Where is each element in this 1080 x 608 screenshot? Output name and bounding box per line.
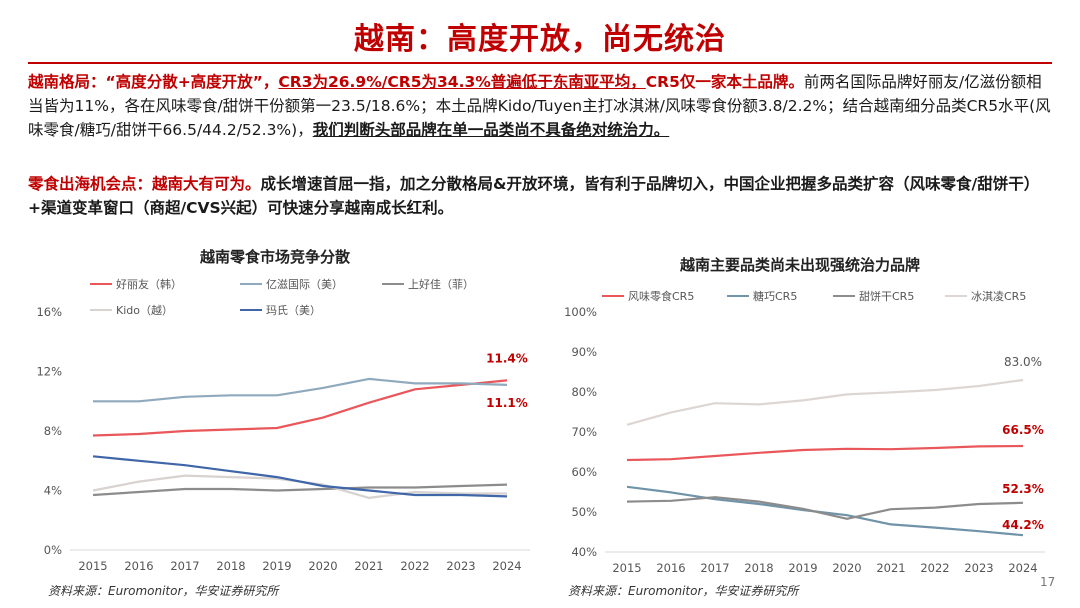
end-value-label: 11.4% <box>486 351 528 365</box>
y-tick-label: 50% <box>571 505 597 519</box>
legend-label-icecream: 冰淇凌CR5 <box>971 290 1027 303</box>
series-line-0 <box>626 444 1024 462</box>
paragraph-landscape: 越南格局：“高度分散+高度开放”，CR3为26.9%/CR5为34.3%普遍低于… <box>28 70 1052 142</box>
x-tick-label: 2017 <box>700 561 729 575</box>
x-tick-label: 2016 <box>656 561 685 575</box>
x-tick-label: 2016 <box>124 559 153 573</box>
legend-label-orion: 好丽友（韩） <box>116 278 182 291</box>
y-tick-label: 80% <box>571 385 597 399</box>
legend-swatch-biscuit <box>833 294 855 298</box>
series-line-0 <box>92 379 508 437</box>
left-chart-title: 越南零食市场竞争分散 <box>199 248 350 266</box>
legend-swatch-mondelez <box>240 282 262 286</box>
legend-swatch-orion <box>90 282 112 286</box>
x-tick-label: 2018 <box>744 561 773 575</box>
x-tick-label: 2019 <box>788 561 817 575</box>
legend-label-biscuit: 甜饼干CR5 <box>859 290 915 303</box>
page-number: 17 <box>1040 575 1056 589</box>
y-tick-label: 70% <box>571 425 597 439</box>
title-divider <box>28 62 1052 64</box>
x-tick-label: 2022 <box>400 559 429 573</box>
legend-label-savory: 风味零食CR5 <box>628 290 695 303</box>
right-line-chart: 40% 50% 60% 70% 80% 90% 100% 2015 2016 2017 2018 20… <box>564 305 1045 575</box>
legend-label-liwayway: 上好佳（菲） <box>408 278 474 291</box>
source-note-left: 资料来源：Euromonitor，华安证券研究所 <box>48 584 279 598</box>
legend-item-liwayway: 上好佳（菲） <box>382 276 474 292</box>
end-value-label: 66.5% <box>1002 423 1044 437</box>
x-tick-label: 2020 <box>308 559 337 573</box>
x-tick-label: 2021 <box>876 561 905 575</box>
y-tick-label: 16% <box>36 305 62 319</box>
para1-lead: 越南格局：“高度分散+高度开放”， <box>28 73 279 91</box>
y-tick-label: 40% <box>571 545 597 559</box>
x-tick-label: 2020 <box>832 561 861 575</box>
end-value-label: 52.3% <box>1002 482 1044 496</box>
series-line-2 <box>626 496 1024 520</box>
legend-label-mars: 玛氏（美） <box>266 304 321 317</box>
legend-item-orion: 好丽友（韩） <box>90 276 182 292</box>
x-tick-label: 2017 <box>170 559 199 573</box>
end-value-label: 11.1% <box>486 396 528 410</box>
series-line-4 <box>92 455 508 498</box>
y-tick-label: 100% <box>564 305 597 319</box>
para1-local-brand: CR5仅一家本土品牌。 <box>645 73 804 91</box>
legend-label-kido: Kido（越） <box>116 304 173 317</box>
x-tick-label: 2018 <box>216 559 245 573</box>
y-tick-label: 0% <box>44 543 62 557</box>
legend-label-mondelez: 亿滋国际（美） <box>266 278 343 291</box>
para2-body: 成长增速首屈一指，加之分散格局&开放环境，皆有利于品牌切入，中国企业把握多品类扩… <box>28 175 1040 217</box>
series-line-2 <box>92 483 508 497</box>
y-tick-label: 12% <box>36 365 62 379</box>
series-line-1 <box>626 485 1024 537</box>
legend-swatch-kido <box>90 308 112 312</box>
x-tick-label: 2015 <box>612 561 641 575</box>
source-note-right: 资料来源：Euromonitor，华安证券研究所 <box>568 584 799 598</box>
right-chart-title: 越南主要品类尚未出现强统治力品牌 <box>679 256 920 274</box>
legend-swatch-icecream <box>945 294 967 298</box>
legend-item-choco: 糖巧CR5 <box>727 288 797 304</box>
end-value-label: 44.2% <box>1002 518 1044 532</box>
x-tick-label: 2019 <box>262 559 291 573</box>
y-tick-label: 60% <box>571 465 597 479</box>
para1-conclusion: 我们判断头部品牌在单一品类尚不具备绝对统治力。 <box>312 121 670 139</box>
legend-swatch-liwayway <box>382 282 404 286</box>
x-tick-label: 2023 <box>964 561 993 575</box>
y-tick-label: 8% <box>44 424 62 438</box>
legend-item-mondelez: 亿滋国际（美） <box>240 276 343 292</box>
para1-cr-stat: CR3为26.9%/CR5为34.3%普遍低于东南亚平均， <box>278 73 646 91</box>
legend-item-savory: 风味零食CR5 <box>602 288 694 304</box>
series-line-3 <box>626 378 1024 426</box>
x-tick-label: 2024 <box>492 559 521 573</box>
legend-item-biscuit: 甜饼干CR5 <box>833 288 914 304</box>
series-line-1 <box>93 377 508 403</box>
para1-body: 前两名国际品牌好丽友/亿滋份额相当皆为11%，各在风味零食/甜饼干份额第一23.… <box>28 73 1051 139</box>
legend-item-kido: Kido（越） <box>90 302 173 318</box>
paragraph-opportunity: 零食出海机会点：越南大有可为。成长增速首屈一指，加之分散格局&开放环境，皆有利于… <box>28 172 1052 220</box>
legend-item-icecream: 冰淇凌CR5 <box>945 288 1026 304</box>
y-tick-label: 4% <box>44 484 62 498</box>
x-tick-label: 2022 <box>920 561 949 575</box>
left-line-chart: 0% 4% 8% 12% 16% 2015 2016 2017 2018 2019 2020 2021… <box>36 305 530 573</box>
page-title: 越南：高度开放，尚无统治 <box>354 22 726 57</box>
y-tick-label: 90% <box>571 345 597 359</box>
legend-swatch-mars <box>240 308 262 312</box>
x-tick-label: 2024 <box>1008 561 1037 575</box>
end-value-label: 83.0% <box>1004 355 1042 369</box>
legend-label-choco: 糖巧CR5 <box>753 290 798 303</box>
x-tick-label: 2021 <box>354 559 383 573</box>
legend-item-mars: 玛氏（美） <box>240 302 321 318</box>
x-tick-label: 2015 <box>78 559 107 573</box>
x-tick-label: 2023 <box>446 559 475 573</box>
legend-swatch-savory <box>602 294 624 298</box>
legend-swatch-choco <box>727 294 749 298</box>
para2-lead: 零食出海机会点：越南大有可为。 <box>28 175 261 193</box>
